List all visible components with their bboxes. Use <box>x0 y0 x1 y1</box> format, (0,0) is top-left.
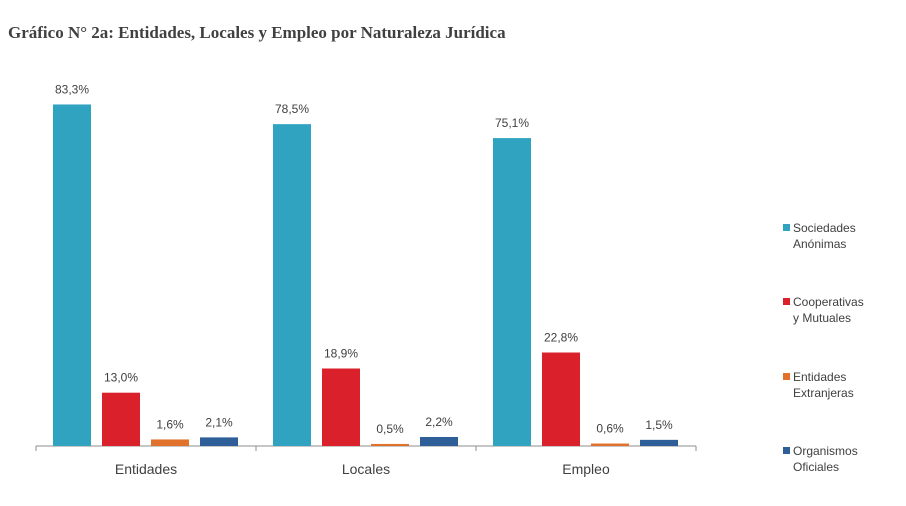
data-label-empleo-entidades-extranjeras: 0,6% <box>596 422 624 436</box>
legend-label: Entidades Extranjeras <box>793 370 854 400</box>
bar-entidades-entidades-extranjeras <box>151 439 189 446</box>
data-label-empleo-cooperativas-y-mutuales: 22,8% <box>544 331 578 345</box>
legend-label: Sociedades Anónimas <box>793 221 856 251</box>
legend-item-cooperativas-mutuales: Cooperativas y Mutuales <box>783 294 883 326</box>
data-label-empleo-organismos-oficiales: 1,5% <box>645 418 673 432</box>
chart-legend: Sociedades Anónimas Cooperativas y Mutua… <box>783 0 903 506</box>
x-tick-label-locales: Locales <box>342 461 390 477</box>
legend-swatch <box>783 447 790 454</box>
data-label-locales-cooperativas-y-mutuales: 18,9% <box>324 347 358 361</box>
legend-item-sociedades-anonimas: Sociedades Anónimas <box>783 220 883 252</box>
x-tick-label-empleo: Empleo <box>562 461 610 477</box>
bar-chart: 83,3% 13,0% 1,6% 2,1% Entidades 78,5% 18,9% 0,5… <box>35 82 697 477</box>
data-label-locales-entidades-extranjeras: 0,5% <box>376 422 404 436</box>
bar-locales-entidades-extranjeras <box>371 443 409 446</box>
bar-locales-organismos-oficiales <box>420 436 458 446</box>
bar-locales-cooperativas-y-mutuales <box>322 368 360 446</box>
bar-entidades-sociedades-anonimas <box>53 104 91 446</box>
chart-title: Gráfico N° 2a: Entidades, Locales y Empl… <box>8 23 506 42</box>
bar-locales-sociedades-anonimas <box>273 124 311 447</box>
legend-item-organismos-oficiales: Organismos Oficiales <box>783 443 883 475</box>
legend-swatch <box>783 373 790 380</box>
bar-entidades-organismos-oficiales <box>200 437 238 446</box>
data-label-locales-sociedades-anonimas: 78,5% <box>275 102 309 116</box>
data-label-entidades-cooperativas-y-mutuales: 13,0% <box>104 371 138 385</box>
legend-label: Organismos Oficiales <box>793 444 858 474</box>
legend-swatch <box>783 298 790 305</box>
bar-entidades-cooperativas-y-mutuales <box>102 392 140 446</box>
data-label-locales-organismos-oficiales: 2,2% <box>425 415 453 429</box>
data-label-empleo-sociedades-anonimas: 75,1% <box>495 116 529 130</box>
data-label-entidades-organismos-oficiales: 2,1% <box>205 415 233 429</box>
legend-label: Cooperativas y Mutuales <box>793 295 864 325</box>
bar-empleo-organismos-oficiales <box>640 439 678 446</box>
legend-swatch <box>783 224 790 231</box>
bar-empleo-cooperativas-y-mutuales <box>542 352 580 446</box>
data-label-entidades-entidades-extranjeras: 1,6% <box>156 417 184 431</box>
bar-empleo-entidades-extranjeras <box>591 443 629 446</box>
data-label-entidades-sociedades-anonimas: 83,3% <box>55 82 89 96</box>
x-tick-label-entidades: Entidades <box>115 461 177 477</box>
legend-item-entidades-extranjeras: Entidades Extranjeras <box>783 369 883 401</box>
bar-empleo-sociedades-anonimas <box>493 138 531 446</box>
